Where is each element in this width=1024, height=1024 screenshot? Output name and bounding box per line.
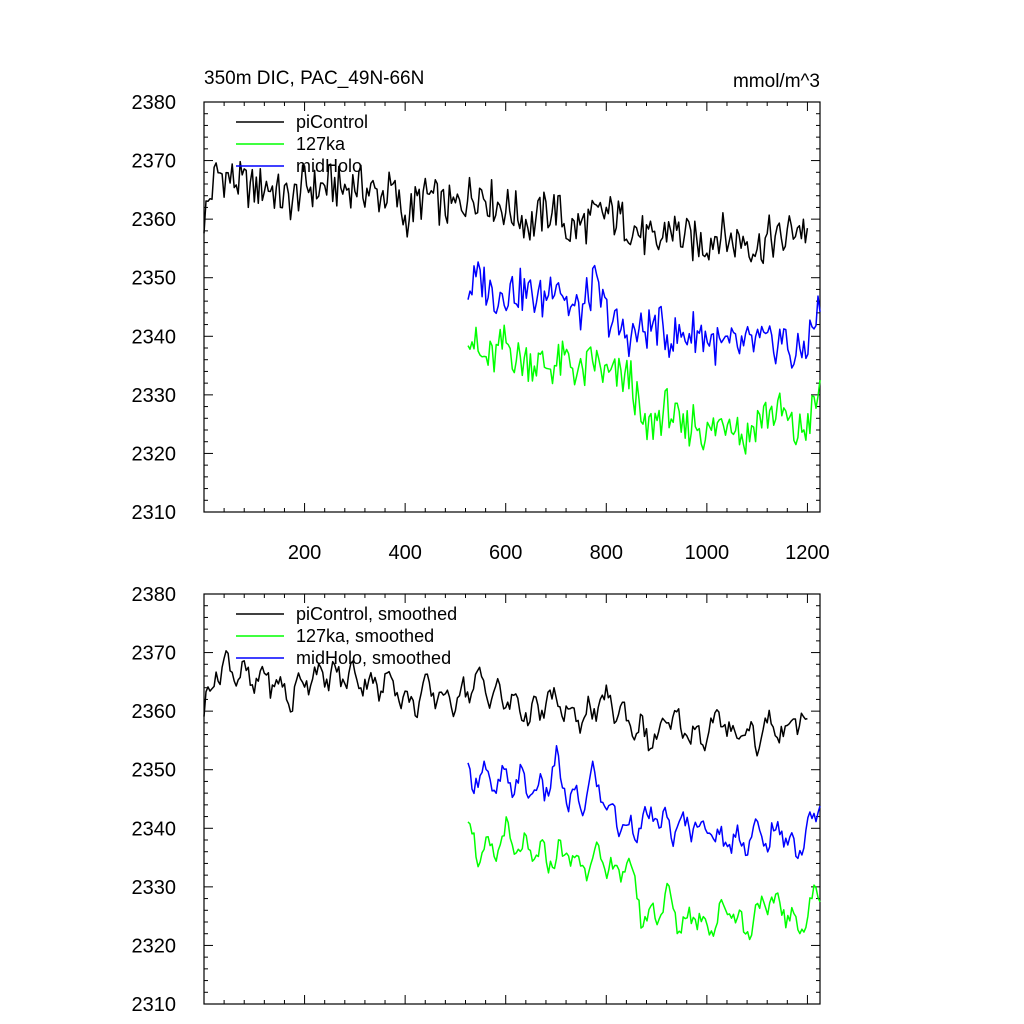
y-tick-label: 2370 [132,151,177,173]
x-tick-label: 200 [288,542,321,564]
x-tick-label: 1000 [685,542,730,564]
legend-label: midHolo [296,156,362,176]
series-line-2 [467,261,821,369]
series-line-1 [467,324,821,455]
legend-label: 127ka [296,134,346,154]
y-tick-label: 2310 [132,502,177,524]
y-tick-label: 2350 [132,268,177,290]
legend-label: piControl [296,112,368,132]
y-tick-label: 2360 [132,209,177,231]
chart-title: 350m DIC, PAC_49N-66N [204,68,424,89]
x-tick-label: 400 [388,542,421,564]
y-tick-label: 2330 [132,877,177,899]
series-line-2 [467,745,821,860]
series-line-0 [203,160,809,265]
legend-label: midHolo, smoothed [296,648,451,668]
y-tick-label: 2360 [132,701,177,723]
y-tick-label: 2380 [132,92,177,114]
x-tick-label: 800 [590,542,623,564]
top-panel: 2310 2320 2330 2340 2350 2360 2370 2380 200 400 60… [132,92,830,564]
legend-label: piControl, smoothed [296,604,457,624]
bottom-panel: 2310 2320 2330 2340 2350 2360 2370 2380 piContro… [132,584,821,1016]
units-label: mmol/m^3 [733,71,820,92]
y-tick-label: 2340 [132,326,177,348]
series-line-1 [467,816,821,941]
y-tick-label: 2320 [132,935,177,957]
y-tick-label: 2380 [132,584,177,606]
y-tick-label: 2320 [132,443,177,465]
y-tick-label: 2310 [132,994,177,1016]
y-tick-label: 2350 [132,760,177,782]
y-tick-label: 2370 [132,643,177,665]
legend-label: 127ka, smoothed [296,626,434,646]
y-tick-label: 2340 [132,818,177,840]
x-tick-label: 1200 [785,542,830,564]
plot-frame [203,593,821,1005]
x-tick-label: 600 [489,542,522,564]
series-line-0 [203,650,808,757]
y-tick-label: 2330 [132,385,177,407]
